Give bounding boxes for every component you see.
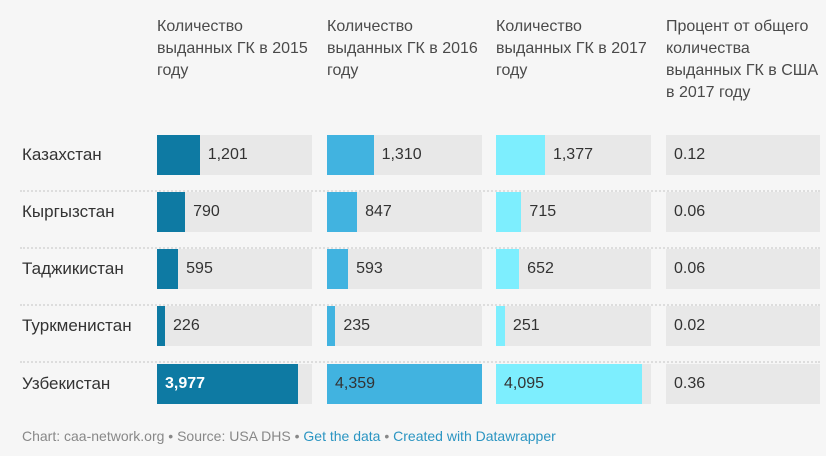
bar-2017 [496, 306, 505, 346]
bar-2015 [157, 192, 186, 232]
value-label-2015: 3,977 [165, 375, 206, 392]
value-label-2015: 1,201 [207, 146, 248, 163]
header-2016: Количество выданных ГК в 2016 году [327, 18, 478, 79]
value-label-2017: 4,095 [504, 375, 545, 392]
country-label: Казахстан [22, 145, 102, 164]
bar-cell-2016: 1,310 [327, 135, 482, 175]
source: Source: USA DHS [177, 428, 291, 444]
value-label-2017: 251 [512, 317, 540, 334]
percent-value: 0.06 [666, 192, 820, 232]
datawrapper-link[interactable]: Created with Datawrapper [393, 428, 556, 444]
separator: • [380, 428, 394, 444]
bar-cell-2017: 4,095 [496, 364, 651, 404]
bar-cell-2015: 790 [157, 192, 312, 232]
bar-cell-2015: 1,201 [157, 135, 312, 175]
bar-2015 [157, 306, 166, 346]
bar-2017 [496, 135, 545, 175]
bar-2016 [327, 192, 358, 232]
bar-2015 [157, 135, 200, 175]
country-label: Туркменистан [22, 316, 132, 335]
bar-2016 [327, 306, 336, 346]
separator: • [290, 428, 304, 444]
percent-value: 0.36 [666, 364, 820, 404]
percent-value: 0.06 [666, 249, 820, 289]
bar-cell-2016: 847 [327, 192, 482, 232]
country-label: Кыргызстан [22, 202, 115, 221]
bar-cell-2017: 652 [496, 249, 651, 289]
bar-2015 [157, 364, 299, 404]
value-label-2015: 790 [193, 203, 220, 220]
bar-cell-2015: 3,977 [157, 364, 312, 404]
percent-value: 0.12 [666, 135, 820, 175]
bar-cell-2015: 226 [157, 306, 312, 346]
header-2015: Количество выданных ГК в 2015 году [157, 18, 308, 79]
header-2017: Количество выданных ГК в 2017 году [496, 18, 647, 79]
value-label-2016: 847 [365, 203, 392, 220]
bar-cell-2017: 715 [496, 192, 651, 232]
country-label: Таджикистан [22, 259, 124, 278]
value-label-2015: 226 [173, 317, 200, 334]
value-label-2016: 4,359 [335, 375, 376, 392]
country-label: Узбекистан [22, 374, 111, 393]
footer: Chart: caa-network.org • Source: USA DHS… [22, 428, 556, 444]
bar-2015 [157, 249, 179, 289]
bar-2017 [496, 249, 520, 289]
table-row: Узбекистан 3,977 4,359 4,095 0.36 [20, 364, 820, 421]
percent-value: 0.02 [666, 306, 820, 346]
value-label-2016: 593 [356, 260, 383, 277]
value-label-2016: 235 [343, 317, 371, 334]
get-data-link[interactable]: Get the data [303, 428, 381, 444]
bar-cell-2015: 595 [157, 249, 312, 289]
table-row: Кыргызстан 790 847 715 0.06 [20, 192, 820, 249]
bar-cell-2016: 235 [327, 306, 482, 346]
bar-2016 [327, 135, 374, 175]
table-row: Таджикистан 595 593 652 0.06 [20, 249, 820, 306]
value-label-2016: 1,310 [381, 146, 422, 163]
bar-cell-2017: 251 [496, 306, 651, 346]
value-label-2015: 595 [186, 260, 213, 277]
chart-credit: Chart: caa-network.org [22, 428, 165, 444]
bar-2016 [327, 364, 482, 404]
table-row: Казахстан 1,201 1,310 1,377 0.12 [20, 135, 820, 192]
value-label-2017: 652 [527, 260, 554, 277]
value-label-2017: 1,377 [552, 146, 593, 163]
bar-2017 [496, 364, 642, 404]
bar-2016 [327, 249, 349, 289]
value-label-2017: 715 [529, 203, 557, 220]
bar-cell-2016: 4,359 [327, 364, 482, 404]
header-percent: Процент от общего количества выданных ГК… [666, 18, 819, 101]
separator: • [164, 428, 178, 444]
bar-cell-2016: 593 [327, 249, 482, 289]
table-row: Туркменистан 226 235 251 0.02 [20, 306, 820, 363]
bar-cell-2017: 1,377 [496, 135, 651, 175]
bar-2017 [496, 192, 522, 232]
